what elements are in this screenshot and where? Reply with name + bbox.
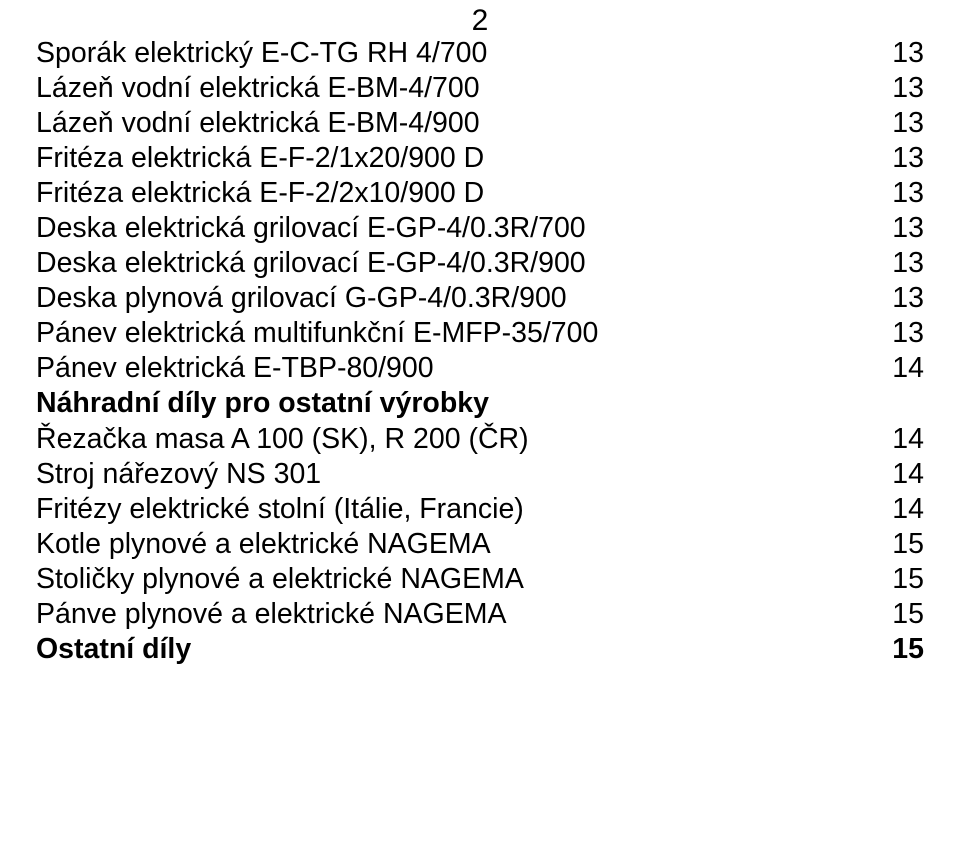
toc-row-label: Deska plynová grilovací G-GP-4/0.3R/900 — [36, 281, 567, 316]
toc-row-label: Stroj nářezový NS 301 — [36, 457, 321, 492]
toc-row: Fritéza elektrická E-F-2/2x10/900 D 13 — [36, 176, 924, 211]
toc-heading: Náhradní díly pro ostatní výrobky — [36, 386, 924, 421]
toc-row-page: 13 — [880, 176, 924, 211]
toc-row: Stroj nářezový NS 301 14 — [36, 457, 924, 492]
toc-row-label: Kotle plynové a elektrické NAGEMA — [36, 527, 491, 562]
toc-row-page: 15 — [880, 632, 924, 667]
toc-row: Pánev elektrická multifunkční E-MFP-35/7… — [36, 316, 924, 351]
toc-row-page: 14 — [880, 422, 924, 457]
toc-row-label: Fritézy elektrické stolní (Itálie, Franc… — [36, 492, 524, 527]
toc-row: Lázeň vodní elektrická E-BM-4/700 13 — [36, 71, 924, 106]
toc-row-page: 15 — [880, 527, 924, 562]
toc-row-page: 14 — [880, 351, 924, 386]
toc-row-label: Fritéza elektrická E-F-2/2x10/900 D — [36, 176, 484, 211]
toc-heading-label: Ostatní díly — [36, 632, 191, 667]
toc-row-label: Stoličky plynové a elektrické NAGEMA — [36, 562, 524, 597]
toc-row-page: 13 — [880, 141, 924, 176]
toc-row-label: Fritéza elektrická E-F-2/1x20/900 D — [36, 141, 484, 176]
toc-row-page: 13 — [880, 246, 924, 281]
toc-row-label: Sporák elektrický E-C-TG RH 4/700 — [36, 36, 487, 71]
toc-heading-label: Náhradní díly pro ostatní výrobky — [36, 386, 489, 421]
toc-row: Kotle plynové a elektrické NAGEMA 15 — [36, 527, 924, 562]
toc-row-page: 15 — [880, 562, 924, 597]
toc-row-page: 13 — [880, 36, 924, 71]
toc-row-label: Pánev elektrická multifunkční E-MFP-35/7… — [36, 316, 598, 351]
toc-row: Řezačka masa A 100 (SK), R 200 (ČR) 14 — [36, 422, 924, 457]
toc-row-label: Řezačka masa A 100 (SK), R 200 (ČR) — [36, 422, 529, 457]
toc-row-page: 14 — [880, 457, 924, 492]
toc-list: Sporák elektrický E-C-TG RH 4/70013Lázeň… — [36, 36, 924, 667]
toc-row: Deska elektrická grilovací E-GP-4/0.3R/7… — [36, 211, 924, 246]
toc-row: Stoličky plynové a elektrické NAGEMA 15 — [36, 562, 924, 597]
toc-row: Fritézy elektrické stolní (Itálie, Franc… — [36, 492, 924, 527]
toc-row-label: Lázeň vodní elektrická E-BM-4/900 — [36, 106, 480, 141]
document-page: 2 Sporák elektrický E-C-TG RH 4/70013Láz… — [0, 0, 960, 860]
toc-row-page: 13 — [880, 106, 924, 141]
toc-row: Lázeň vodní elektrická E-BM-4/900 13 — [36, 106, 924, 141]
toc-row-page: 13 — [880, 316, 924, 351]
page-number: 2 — [0, 4, 960, 38]
toc-row-page: 15 — [880, 597, 924, 632]
toc-row-page: 14 — [880, 492, 924, 527]
toc-row: Deska elektrická grilovací E-GP-4/0.3R/9… — [36, 246, 924, 281]
toc-row-label: Pánve plynové a elektrické NAGEMA — [36, 597, 506, 632]
toc-row-label: Lázeň vodní elektrická E-BM-4/700 — [36, 71, 480, 106]
toc-row-label: Pánev elektrická E-TBP-80/900 — [36, 351, 434, 386]
toc-row-page: 13 — [880, 281, 924, 316]
toc-row-page: 13 — [880, 71, 924, 106]
toc-row: Sporák elektrický E-C-TG RH 4/700 13 — [36, 36, 924, 71]
toc-row-label: Deska elektrická grilovací E-GP-4/0.3R/9… — [36, 246, 586, 281]
toc-row: Pánve plynové a elektrické NAGEMA 15 — [36, 597, 924, 632]
toc-row: Deska plynová grilovací G-GP-4/0.3R/900 1… — [36, 281, 924, 316]
toc-row: Fritéza elektrická E-F-2/1x20/900 D 13 — [36, 141, 924, 176]
toc-heading: Ostatní díly 15 — [36, 632, 924, 667]
toc-row: Pánev elektrická E-TBP-80/900 14 — [36, 351, 924, 386]
toc-row-label: Deska elektrická grilovací E-GP-4/0.3R/7… — [36, 211, 586, 246]
toc-row-page: 13 — [880, 211, 924, 246]
